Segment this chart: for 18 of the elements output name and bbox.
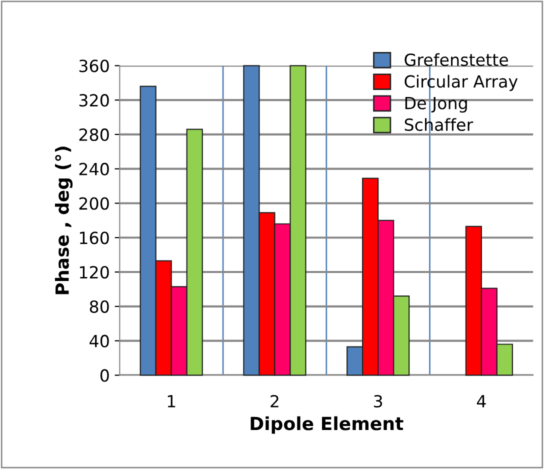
y-tick-label: 0 (100, 369, 109, 382)
legend-label: De Jong (405, 96, 467, 113)
y-tick-label: 80 (90, 300, 109, 313)
y-tick-label: 40 (90, 334, 109, 348)
legend-label: Grefenstette (404, 53, 508, 66)
y-tick-label: 160 (80, 232, 109, 244)
y-tick-label: 360 (79, 60, 109, 72)
x-axis-title: Dipole Element (250, 416, 404, 434)
x-tick-label: 4 (476, 395, 486, 408)
y-tick-label: 280 (79, 128, 109, 142)
y-tick-label: 240 (79, 162, 109, 176)
x-tick-label: 2 (270, 394, 278, 408)
y-tick-label: 320 (79, 94, 109, 107)
x-tick-label: 3 (374, 394, 382, 408)
y-tick-label: 120 (80, 266, 109, 279)
y-axis-title: Phase , deg (°) (54, 146, 73, 294)
x-tick-label: 1 (168, 395, 176, 408)
y-tick-label: 200 (79, 197, 109, 210)
